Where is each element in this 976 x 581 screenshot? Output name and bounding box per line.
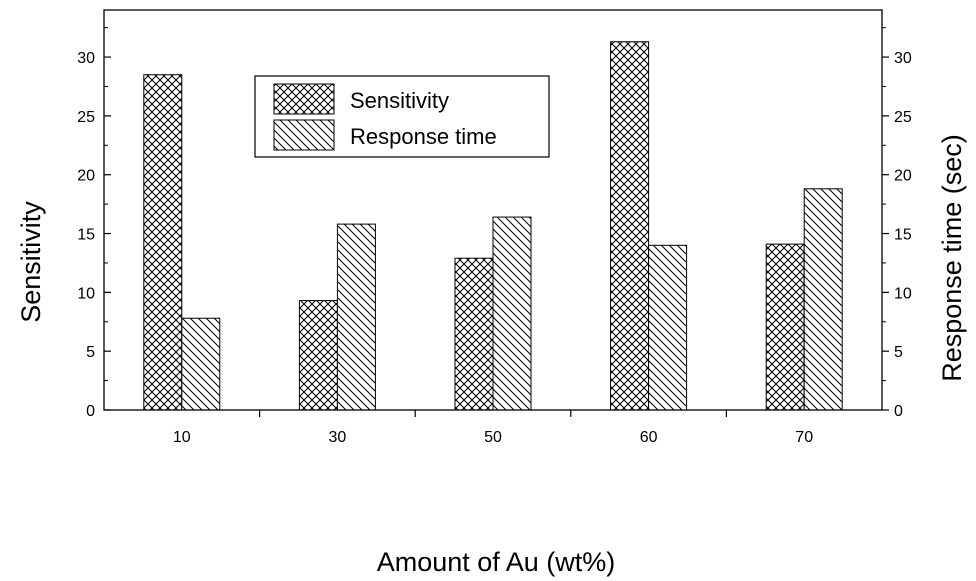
bar-response-time-10 (181, 317, 221, 411)
x-tick-label: 30 (329, 429, 347, 446)
x-tick-label: 10 (173, 429, 191, 446)
left-y-tick-label: 10 (77, 285, 95, 302)
plot-frame (103, 9, 883, 411)
legend: Sensitivity Response time (254, 75, 550, 158)
left-y-tick-label: 25 (77, 109, 95, 126)
left-y-tick-label: 0 (86, 403, 95, 420)
right-y-axis: 0 5 10 15 20 25 30 (882, 27, 912, 420)
y-axis-label: Sensitivity (16, 201, 46, 323)
bar-response-time-60 (648, 244, 688, 411)
x-axis-label: Amount of Au (wt%) (377, 547, 616, 577)
right-y-tick-label: 15 (894, 227, 912, 244)
right-y-tick-label: 5 (894, 344, 903, 361)
right-y-tick-label: 25 (894, 109, 912, 126)
left-y-tick-label: 15 (77, 227, 95, 244)
x-tick-label: 50 (484, 429, 502, 446)
bar-sensitivity-60 (610, 41, 650, 411)
right-y-tick-label: 20 (894, 168, 912, 185)
legend-swatch-sensitivity (273, 83, 335, 115)
bar-response-time-70 (803, 188, 843, 411)
x-axis: 10 30 50 60 70 (173, 410, 813, 446)
right-y-tick-label: 0 (894, 403, 903, 420)
left-y-tick-label: 20 (77, 168, 95, 185)
bar-sensitivity-30 (298, 300, 338, 411)
bar-sensitivity-10 (143, 74, 183, 411)
left-y-tick-label: 30 (77, 50, 95, 67)
legend-label-sensitivity: Sensitivity (350, 88, 449, 113)
y2-axis-label: Response time (sec) (937, 134, 967, 382)
left-y-axis: 0 5 10 15 20 25 30 (77, 27, 111, 420)
x-tick-label: 60 (640, 429, 658, 446)
right-y-tick-label: 10 (894, 285, 912, 302)
bar-response-time-30 (336, 223, 376, 411)
x-tick-label: 70 (795, 429, 813, 446)
bar-response-time-50 (492, 216, 532, 411)
legend-label-response-time: Response time (350, 124, 497, 149)
bar-sensitivity-70 (765, 243, 805, 411)
left-y-tick-label: 5 (86, 344, 95, 361)
right-y-tick-label: 30 (894, 50, 912, 67)
bars-group (143, 41, 843, 411)
bar-sensitivity-50 (454, 257, 494, 411)
legend-swatch-response-time (273, 119, 335, 151)
